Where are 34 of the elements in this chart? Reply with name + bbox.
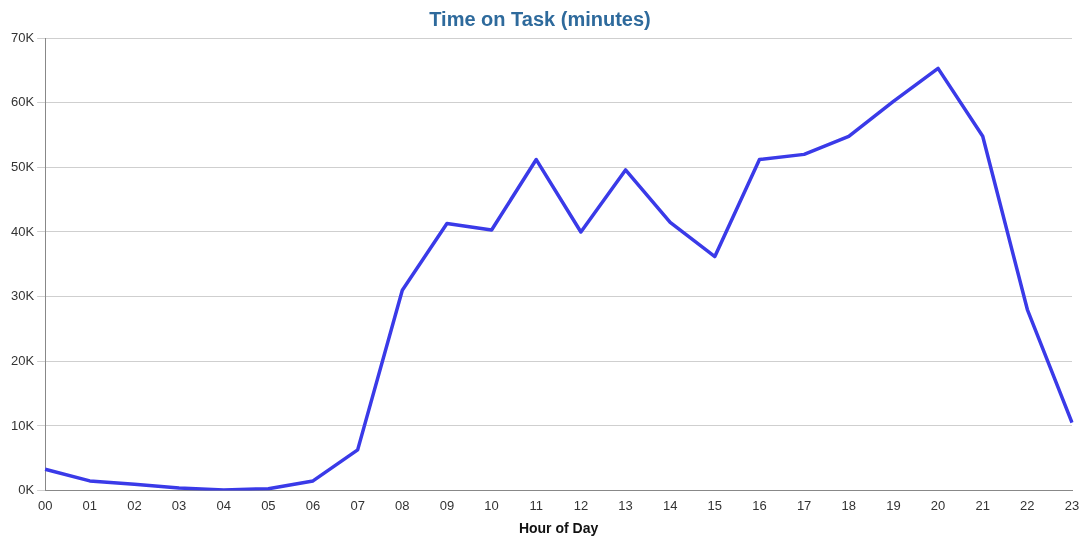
x-tick-label: 09 [439,497,455,513]
x-axis-title: Hour of Day [518,520,599,537]
x-tick-label: 08 [395,497,410,513]
x-tick-label: 07 [350,497,365,513]
x-tick-label: 04 [216,497,231,513]
x-tick-label: 22 [1020,497,1035,513]
x-tick-label: 20 [930,497,946,513]
y-tick-label: 60K [10,94,35,110]
x-tick-label: 21 [975,497,990,513]
x-tick-label: 19 [886,497,901,513]
x-tick-label: 15 [707,497,723,513]
x-tick-label: 00 [37,497,53,513]
x-tick-label: 16 [752,497,767,513]
y-tick-label: 20K [10,352,35,368]
x-tick-label: 02 [127,497,142,513]
y-tick-label: 30K [10,288,35,304]
y-tick-label: 10K [10,417,35,433]
y-tick-label: 0K [18,482,35,498]
y-tick-label: 40K [10,223,35,239]
x-tick-label: 03 [171,497,187,513]
x-tick-label: 11 [529,497,543,513]
y-tick-label: 50K [10,158,35,174]
x-tick-label: 17 [796,497,812,513]
x-tick-label: 13 [618,497,633,513]
chart-title: Time on Task (minutes) [429,7,651,30]
y-tick-label: 70K [10,29,35,45]
x-tick-label: 23 [1064,497,1080,513]
x-tick-label: 14 [662,497,678,513]
x-tick-label: 12 [573,497,589,513]
x-tick-label: 10 [484,497,499,513]
x-tick-label: 18 [841,497,856,513]
x-tick-label: 01 [82,497,98,513]
x-tick-label: 05 [261,497,276,513]
x-tick-label: 06 [305,497,321,513]
